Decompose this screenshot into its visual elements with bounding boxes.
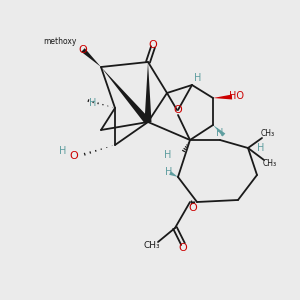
Polygon shape [169,171,178,177]
Polygon shape [213,125,225,136]
Text: O: O [189,203,197,213]
Text: CH₃: CH₃ [144,241,160,250]
Polygon shape [213,94,232,100]
Text: methoxy: methoxy [43,38,77,46]
Text: H: H [89,98,97,108]
Polygon shape [145,62,152,122]
Text: H: H [164,150,172,160]
Text: CH₃: CH₃ [263,160,277,169]
Text: CH₃: CH₃ [261,128,275,137]
Text: H: H [59,146,67,156]
Text: H: H [257,143,265,153]
Text: H: H [165,167,173,177]
Text: HO: HO [230,91,244,101]
Polygon shape [101,67,151,124]
Text: H: H [216,128,224,138]
Polygon shape [81,48,101,67]
Text: O: O [70,151,78,161]
Text: O: O [79,45,87,55]
Text: H: H [194,73,202,83]
Text: O: O [174,105,182,115]
Text: O: O [178,243,188,253]
Text: O: O [148,40,158,50]
